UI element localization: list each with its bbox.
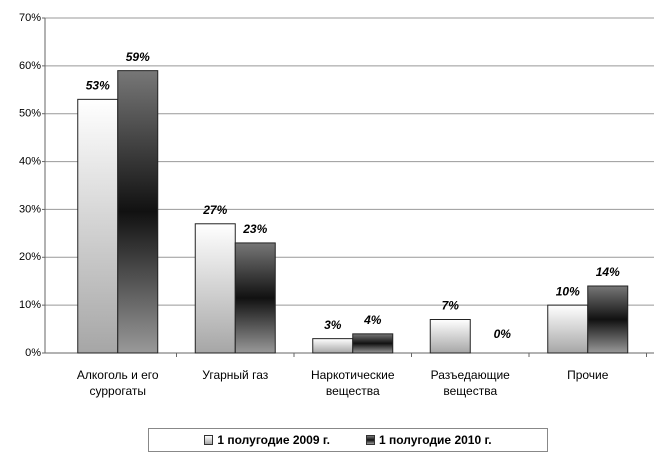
- bar: [587, 285, 629, 354]
- y-tick-label: 70%: [19, 12, 41, 24]
- y-tick-label: 10%: [19, 299, 41, 311]
- value-label: 0%: [494, 327, 512, 341]
- value-label: 4%: [363, 313, 382, 327]
- legend-label: 1 полугодие 2010 г.: [379, 433, 492, 447]
- value-label: 53%: [86, 79, 110, 93]
- legend-swatch: [366, 435, 375, 445]
- x-tick-label: Алкоголь и его суррогаты: [76, 368, 159, 398]
- value-label: 3%: [324, 318, 342, 332]
- bar: [547, 304, 589, 354]
- x-tick-label: Угарный газ: [202, 368, 269, 382]
- legend-item: 1 полугодие 2009 г.: [204, 433, 330, 447]
- bar: [429, 319, 471, 354]
- y-tick-label: 30%: [19, 203, 41, 215]
- x-tick-label: Разъедающие вещества: [430, 368, 510, 398]
- legend-swatch: [204, 435, 214, 445]
- bar: [312, 338, 354, 354]
- value-label: 23%: [242, 222, 267, 236]
- bar: [194, 223, 236, 354]
- x-tick-label: Прочие: [567, 368, 609, 382]
- value-label: 14%: [596, 265, 620, 279]
- value-label: 59%: [126, 50, 150, 64]
- bar: [77, 98, 119, 354]
- value-label: 10%: [556, 284, 580, 298]
- y-tick-label: 20%: [19, 251, 41, 263]
- y-tick-label: 40%: [19, 155, 41, 167]
- legend-item: 1 полугодие 2010 г.: [366, 433, 492, 447]
- bar: [117, 70, 159, 354]
- x-tick-label: Наркотические вещества: [310, 368, 395, 398]
- legend-label: 1 полугодие 2009 г.: [217, 433, 330, 447]
- legend: 1 полугодие 2009 г. 1 полугодие 2010 г.: [148, 428, 548, 452]
- y-tick-label: 0%: [25, 347, 41, 359]
- y-tick-label: 60%: [19, 60, 41, 72]
- value-label: 27%: [202, 203, 227, 217]
- bar: [352, 333, 394, 354]
- value-label: 7%: [442, 299, 460, 313]
- y-tick-label: 50%: [19, 108, 41, 120]
- bar: [234, 242, 276, 354]
